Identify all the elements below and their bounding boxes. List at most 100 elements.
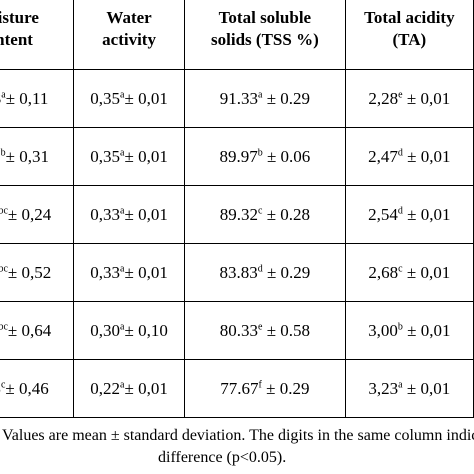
cell-significance-letter: e (398, 88, 403, 100)
cell-significance-letter: a (120, 146, 125, 158)
cell-significance-letter: f (258, 378, 262, 390)
header-water-line1: Water (106, 8, 152, 27)
cell-mean-value: 11,85 (0, 147, 1, 166)
results-table: Moisture content Water activity Total so… (0, 0, 474, 418)
cell-significance-letter: b (257, 146, 263, 158)
cell-std-deviation: ± 0,01 (124, 378, 168, 398)
cell-total-soluble-solids: 89.32c ± 0.28 (184, 185, 346, 244)
cell-std-deviation: ± 0,52 (7, 262, 52, 282)
cell-mean-value: 2,47 (368, 146, 398, 166)
cell-std-deviation: ± 0,01 (402, 378, 451, 398)
cell-total-acidity: 3,00b ± 0,01 (344, 301, 474, 360)
cell-std-deviation: ± 0,01 (402, 146, 451, 166)
cell-std-deviation: ± 0.29 (261, 378, 310, 398)
cell-significance-letter: e (257, 320, 263, 332)
cell-significance-letter: b (397, 320, 403, 332)
cell-moisture-content: 11,73bc± 0,24 (0, 185, 75, 244)
cell-mean-value: 2,28 (368, 88, 399, 108)
cell-std-deviation: ± 0,11 (5, 88, 49, 108)
cell-significance-letter: a (398, 378, 403, 390)
cell-std-deviation: ± 0,01 (402, 88, 451, 108)
cell-mean-value: 89.97 (219, 146, 258, 166)
cell-mean-value: 77.67 (220, 378, 259, 398)
cell-mean-value: 11,93 (0, 89, 1, 108)
header-ta-line1: Total acidity (364, 8, 455, 27)
table-header-row: Moisture content Water activity Total so… (0, 0, 474, 70)
cell-total-acidity: 2,68c ± 0,01 (344, 243, 474, 302)
cell-std-deviation: ± 0,24 (7, 204, 52, 224)
cell-std-deviation: ± 0,46 (5, 378, 49, 398)
cell-significance-letter: a (120, 262, 125, 274)
cell-mean-value: 83.83 (219, 262, 258, 282)
table-row: 11,65bc± 0,52 0,33a± 0,01 83.83d ± 0.29 2,6… (0, 243, 474, 302)
cell-significance-letter: d (397, 146, 403, 158)
cell-moisture-content: 11,59bc± 0,64 (0, 301, 75, 360)
cell-water-activity: 0,33a± 0,01 (73, 185, 186, 244)
cell-significance-letter: d (257, 262, 263, 274)
cell-significance-letter: c (398, 262, 403, 274)
cell-significance-letter: a (120, 88, 125, 100)
header-tss-line2: solids (TSS %) (211, 30, 319, 49)
header-moisture-content: Moisture content (0, 0, 75, 70)
header-ta-line2: (TA) (392, 30, 427, 49)
cell-mean-value: 0,33 (90, 262, 121, 282)
cell-mean-value: 3,00 (368, 320, 398, 340)
cell-significance-letter: bc (0, 262, 8, 274)
cell-total-acidity: 2,54d ± 0,01 (344, 185, 474, 244)
header-total-soluble-solids: Total soluble solids (TSS %) (184, 0, 346, 70)
footnote-line1: Values are mean ± standard deviation. Th… (2, 427, 474, 444)
header-tss-line1: Total soluble (218, 8, 312, 27)
cell-significance-letter: a (120, 378, 125, 390)
cell-mean-value: 0,33 (90, 204, 121, 224)
header-water-activity: Water activity (73, 0, 186, 70)
cell-std-deviation: ± 0,31 (5, 146, 49, 166)
cell-mean-value: 11,48 (0, 379, 1, 398)
cell-moisture-content: 11,65bc± 0,52 (0, 243, 75, 302)
cell-total-acidity: 3,23a ± 0,01 (344, 359, 474, 418)
cell-water-activity: 0,22a± 0,01 (73, 359, 186, 418)
cell-water-activity: 0,30a± 0,10 (73, 301, 186, 360)
cell-moisture-content: 11,93a± 0,11 (0, 69, 75, 128)
cell-water-activity: 0,35a± 0,01 (73, 69, 186, 128)
header-moisture-line2: content (0, 30, 33, 49)
cell-std-deviation: ± 0,01 (124, 204, 168, 224)
cell-significance-letter: b (0, 146, 6, 158)
cell-significance-letter: c (0, 378, 6, 390)
cell-mean-value: 0,35 (90, 88, 121, 108)
cell-moisture-content: 11,48c± 0,46 (0, 359, 75, 418)
cell-significance-letter: a (120, 320, 125, 332)
header-total-acidity: Total acidity (TA) (344, 0, 474, 70)
cell-mean-value: 0,30 (90, 320, 121, 340)
cell-mean-value: 0,22 (90, 378, 121, 398)
header-water-line2: activity (102, 30, 156, 49)
cell-total-soluble-solids: 89.97b ± 0.06 (184, 127, 346, 186)
cell-mean-value: 2,68 (368, 262, 399, 282)
cell-std-deviation: ± 0,01 (124, 262, 168, 282)
cell-mean-value: 89.32 (219, 204, 258, 224)
cell-std-deviation: ± 0.28 (262, 204, 311, 224)
cell-std-deviation: ± 0.29 (262, 262, 311, 282)
cell-mean-value: 80.33 (219, 320, 258, 340)
cell-std-deviation: ± 0.29 (262, 88, 311, 108)
cell-significance-letter: bc (0, 320, 8, 332)
cell-std-deviation: ± 0.06 (262, 146, 311, 166)
cell-water-activity: 0,35a± 0,01 (73, 127, 186, 186)
cell-std-deviation: ± 0,01 (402, 204, 451, 224)
cell-significance-letter: a (257, 88, 263, 100)
table-row: 11,59bc± 0,640,30a± 0,10 80.33e ± 0.58 3,0… (0, 301, 474, 360)
cell-total-soluble-solids: 91.33a ± 0.29 (184, 69, 346, 128)
header-moisture-line1: Moisture (0, 8, 39, 27)
cell-significance-letter: a (1, 88, 6, 100)
data-table-wrapper: Moisture content Water activity Total so… (0, 0, 474, 418)
cell-total-soluble-solids: 77.67f ± 0.29 (184, 359, 346, 418)
cell-std-deviation: ± 0,01 (402, 320, 451, 340)
cell-moisture-content: 11,85b± 0,31 (0, 127, 75, 186)
cell-significance-letter: bc (0, 204, 8, 216)
cell-mean-value: 2,54 (368, 204, 398, 224)
cell-std-deviation: ± 0.58 (262, 320, 311, 340)
cell-significance-letter: d (397, 204, 403, 216)
